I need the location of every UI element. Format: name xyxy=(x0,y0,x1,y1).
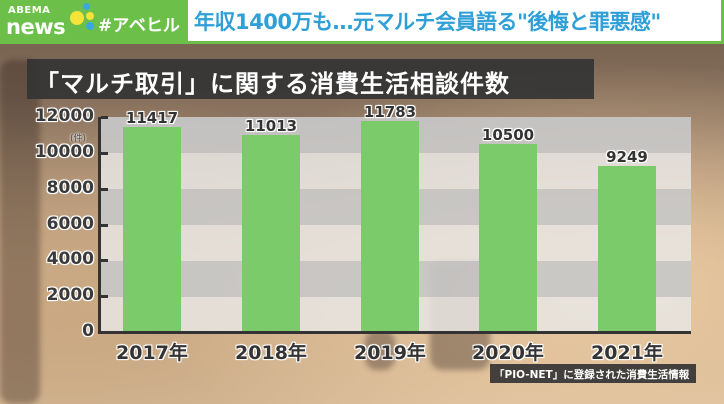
bar-2021 xyxy=(598,166,656,332)
logo-dot-yellow-small-icon xyxy=(86,12,94,20)
bar-2020 xyxy=(479,143,537,332)
logo-dot-blue-small-icon xyxy=(86,22,94,30)
x-axis-line xyxy=(98,331,691,334)
bar-value-label: 11783 xyxy=(363,103,417,121)
x-tick-label: 2020年 xyxy=(472,342,544,364)
logo-dot-yellow-icon xyxy=(70,11,84,25)
abema-news-logo[interactable]: ABEMA news xyxy=(6,3,94,41)
x-tick-label: 2019年 xyxy=(354,342,426,364)
x-tick-label: 2018年 xyxy=(235,342,307,364)
y-tick xyxy=(101,224,108,227)
y-tick-label: 12000 xyxy=(34,106,94,126)
bar-value-label: 9249 xyxy=(606,148,648,166)
source-note: 「PIO-NET」に登録された消費生活情報 xyxy=(494,369,690,381)
logo-dot-blue-icon xyxy=(83,3,90,10)
y-tick-label: 0 xyxy=(82,321,94,341)
y-tick-label: 6000 xyxy=(46,214,94,234)
chart-title-box: 「マルチ取引」に関する消費生活相談件数 xyxy=(27,59,594,99)
bar-value-label: 11417 xyxy=(125,109,179,127)
logo-abema-text: ABEMA xyxy=(8,5,51,16)
program-hashtag[interactable]: #アベヒル xyxy=(98,16,180,36)
y-tick xyxy=(101,116,108,119)
bar-2018 xyxy=(242,134,300,332)
headline-box: 年収1400万も…元マルチ会員語る"後悔と罪悪感" xyxy=(188,0,721,41)
y-tick xyxy=(101,188,108,191)
y-tick xyxy=(101,259,108,262)
y-unit-label: (件) xyxy=(70,134,87,144)
background-figure xyxy=(0,60,40,404)
headline-text: 年収1400万も…元マルチ会員語る"後悔と罪悪感" xyxy=(194,10,661,34)
background-figure xyxy=(365,330,395,370)
logo-news-text: news xyxy=(6,15,66,39)
y-tick-label: 10000 xyxy=(34,142,94,162)
header-bar: ABEMA news #アベヒル 年収1400万も…元マルチ会員語る"後悔と罪悪… xyxy=(0,0,724,44)
y-tick-label: 4000 xyxy=(46,249,94,269)
x-tick-label: 2017年 xyxy=(116,342,188,364)
x-tick-label: 2021年 xyxy=(591,342,663,364)
source-note-box: 「PIO-NET」に登録された消費生活情報 xyxy=(490,364,696,383)
bar-value-label: 10500 xyxy=(481,126,535,144)
y-tick xyxy=(101,152,108,155)
bar-2017 xyxy=(123,127,181,332)
y-tick xyxy=(101,295,108,298)
bar-value-label: 11013 xyxy=(244,117,298,135)
y-tick-label: 8000 xyxy=(46,178,94,198)
y-tick-label: 2000 xyxy=(46,285,94,305)
chart-title: 「マルチ取引」に関する消費生活相談件数 xyxy=(35,70,510,98)
bar-2019 xyxy=(361,120,419,332)
y-axis-line xyxy=(98,117,101,334)
